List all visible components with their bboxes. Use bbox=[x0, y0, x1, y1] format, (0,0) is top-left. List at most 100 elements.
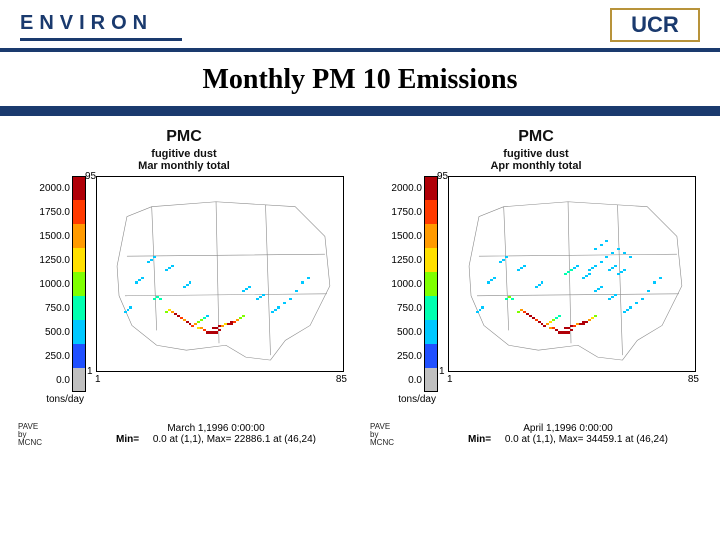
heatmap-cell bbox=[659, 277, 662, 279]
heatmap-cell bbox=[541, 281, 544, 283]
heatmap-cell bbox=[605, 240, 608, 242]
heatmap-cell bbox=[153, 256, 156, 258]
plot-wrap: 2000.01750.01500.01250.01000.0750.0500.0… bbox=[14, 176, 354, 405]
colorbar: 2000.01750.01500.01250.01000.0750.0500.0… bbox=[14, 176, 86, 405]
cb-label: 1750.0 bbox=[39, 207, 72, 218]
cb-swatch bbox=[424, 320, 438, 344]
cb-swatch bbox=[424, 200, 438, 224]
heatmap-cell bbox=[567, 331, 570, 333]
heatmap-cell bbox=[256, 298, 259, 300]
cb-label: 1750.0 bbox=[391, 207, 424, 218]
heatmap-cell bbox=[641, 298, 644, 300]
heatmap-cell bbox=[168, 267, 171, 269]
map-box: 95 1 1 85 bbox=[448, 176, 696, 372]
heatmap-cell bbox=[150, 259, 153, 261]
heatmap-cell bbox=[159, 298, 162, 300]
cb-label: 0.0 bbox=[408, 375, 424, 386]
x-tick-right: 85 bbox=[688, 374, 699, 385]
heatmap-cell bbox=[585, 321, 588, 323]
page: ENVIRON UCR Monthly PM 10 Emissions PMC … bbox=[0, 0, 720, 540]
heatmap-cell bbox=[236, 319, 239, 321]
heatmap-cell bbox=[200, 319, 203, 321]
colorbar: 2000.01750.01500.01250.01000.0750.0500.0… bbox=[366, 176, 438, 405]
logo-environ-underline bbox=[20, 38, 182, 41]
cb-label: 2000.0 bbox=[391, 183, 424, 194]
cb-label: 0.0 bbox=[56, 375, 72, 386]
heatmap-cell bbox=[490, 279, 493, 281]
cb-label: 1500.0 bbox=[39, 231, 72, 242]
panel-label: PMC bbox=[14, 128, 354, 146]
title-rule bbox=[0, 106, 720, 116]
y-tick-bot: 1 bbox=[87, 366, 93, 377]
header-rule bbox=[0, 48, 720, 52]
heatmap-cell bbox=[605, 256, 608, 258]
heatmap-cell bbox=[274, 309, 277, 311]
heatmap-cell bbox=[218, 329, 221, 331]
cb-swatch bbox=[72, 296, 86, 320]
heatmap-cell bbox=[626, 309, 629, 311]
heatmap-cell bbox=[129, 306, 132, 308]
heatmap-cell bbox=[165, 311, 168, 313]
panel-subtitle: fugitive dust Mar monthly total bbox=[14, 148, 354, 172]
heatmap-cell bbox=[203, 317, 206, 319]
heatmap-cell bbox=[555, 329, 558, 331]
heatmap-cell bbox=[608, 269, 611, 271]
map-col: 95 1 1 85 bbox=[438, 176, 706, 405]
heatmap-cell bbox=[623, 269, 626, 271]
cb-swatch bbox=[72, 320, 86, 344]
heatmap-cell bbox=[242, 315, 245, 317]
heatmap-cell bbox=[186, 284, 189, 286]
heatmap-cell bbox=[505, 256, 508, 258]
heatmap-cell bbox=[543, 325, 546, 327]
heatmap-cell bbox=[635, 302, 638, 304]
heatmap-cell bbox=[215, 331, 218, 333]
heatmap-cell bbox=[594, 265, 597, 267]
y-tick-top: 95 bbox=[85, 171, 96, 182]
heatmap-cell bbox=[517, 311, 520, 313]
footer-mid: April 1,1996 0:00:00 Min= 0.0 at (1,1), … bbox=[434, 423, 702, 445]
panel-label: PMC bbox=[366, 128, 706, 146]
heatmap-cell bbox=[552, 327, 555, 329]
heatmap-cell bbox=[588, 269, 591, 271]
panel-march: PMC fugitive dust Mar monthly total 2000… bbox=[14, 128, 354, 447]
heatmap-cell bbox=[194, 323, 197, 325]
page-title: Monthly PM 10 Emissions bbox=[0, 50, 720, 106]
heatmap-cell bbox=[233, 321, 236, 323]
cb-swatch bbox=[424, 176, 438, 200]
cb-label: 750.0 bbox=[397, 303, 424, 314]
cb-swatch bbox=[72, 200, 86, 224]
heatmap-cell bbox=[611, 296, 614, 298]
heatmap-cell bbox=[135, 281, 138, 283]
map-box: 95 1 1 85 bbox=[96, 176, 344, 372]
heatmap-cell bbox=[200, 327, 203, 329]
heatmap-cell bbox=[239, 317, 242, 319]
heatmap-cell bbox=[502, 259, 505, 261]
minmax-text: 0.0 at (1,1), Max= 22886.1 at (46,24) bbox=[153, 434, 316, 445]
logo-environ: ENVIRON bbox=[20, 12, 153, 35]
cb-swatch bbox=[72, 176, 86, 200]
subtitle-line1: fugitive dust bbox=[151, 148, 216, 160]
min-label: Min= bbox=[116, 434, 150, 445]
heatmap-cell bbox=[171, 265, 174, 267]
heatmap-cell bbox=[511, 298, 514, 300]
min-label: Min= bbox=[468, 434, 502, 445]
heatmap-cell bbox=[476, 311, 479, 313]
heatmap-cell bbox=[558, 315, 561, 317]
heatmap-cell bbox=[479, 309, 482, 311]
heatmap-cell bbox=[588, 319, 591, 321]
heatmap-cell bbox=[549, 327, 552, 329]
heatmap-cell bbox=[600, 286, 603, 288]
footer-date: April 1,1996 0:00:00 bbox=[434, 423, 702, 434]
cb-swatch bbox=[424, 368, 438, 392]
heatmap-cell bbox=[262, 294, 265, 296]
cb-label: 1250.0 bbox=[39, 255, 72, 266]
heatmap-cell bbox=[277, 306, 280, 308]
heatmap-cell bbox=[647, 290, 650, 292]
cb-swatch bbox=[424, 224, 438, 248]
subtitle-line2: Apr monthly total bbox=[490, 160, 581, 172]
heatmap-cell bbox=[183, 286, 186, 288]
footer-minmax: Min= 0.0 at (1,1), Max= 34459.1 at (46,2… bbox=[434, 434, 702, 445]
footer-credit: PAVEbyMCNC bbox=[370, 423, 434, 447]
heatmap-cell bbox=[523, 265, 526, 267]
heatmap-cell bbox=[614, 294, 617, 296]
